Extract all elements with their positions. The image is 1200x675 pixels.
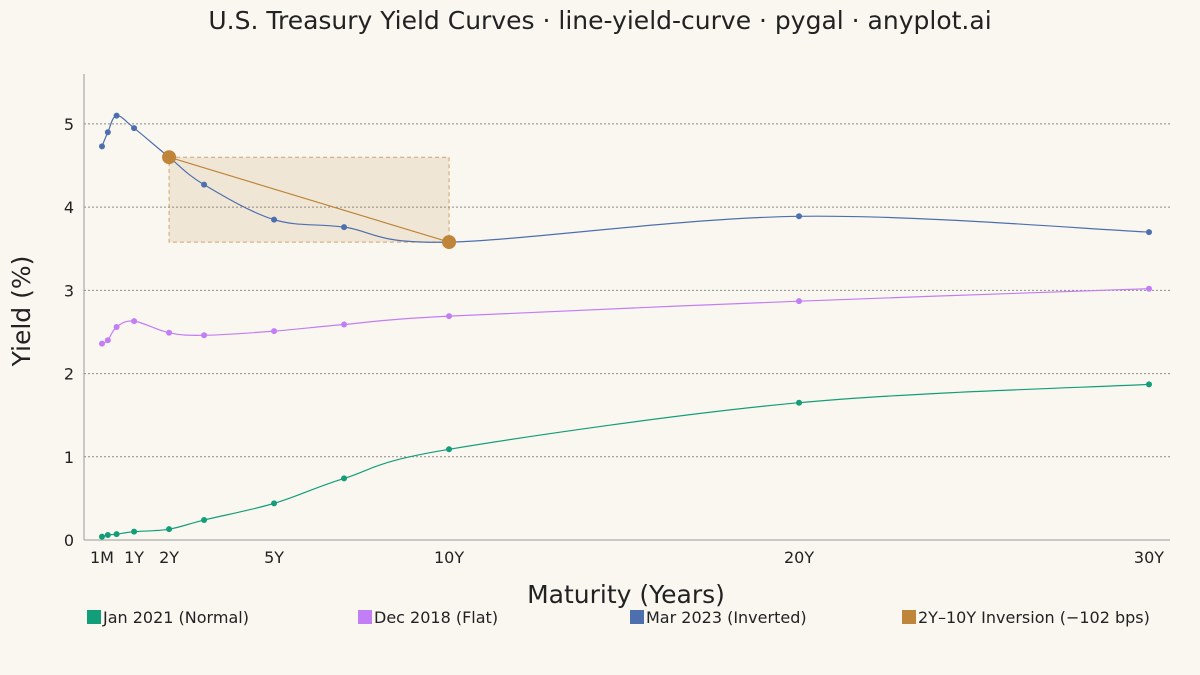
series-point [99,143,105,150]
series-point [131,125,138,132]
x-tick-label: 2Y [159,548,179,567]
series-point [131,318,138,325]
series-point [341,224,348,231]
series-point [99,533,105,540]
y-tick-label: 0 [64,531,74,550]
y-axis-title: Yield (%) [7,256,36,368]
grid-layer [84,123,1170,458]
legend-swatch [87,610,101,624]
series-point [104,129,111,136]
series-point [166,329,173,336]
legend-label: Jan 2021 (Normal) [102,608,249,627]
series-point [201,181,208,188]
x-tick-label: 1M [90,548,114,567]
series-point [166,526,173,533]
series-point [446,313,453,320]
axis-layer: 0 1 2 3 4 5 1M 1Y 2Y 5Y 10Y 20Y 30Y [64,74,1170,567]
legend-label: Dec 2018 (Flat) [374,608,498,627]
x-tick-label: 30Y [1134,548,1164,567]
series-point [1146,285,1152,292]
x-tick-label: 1Y [124,548,144,567]
series-point [113,531,120,538]
y-tick-label: 2 [64,365,74,384]
series-group [99,381,1152,540]
series-point [104,337,111,344]
x-tick-label: 20Y [784,548,814,567]
legend-swatch [358,610,372,624]
series-point [113,112,120,119]
inversion-line [168,156,450,243]
series-point [796,213,803,220]
y-tick-label: 1 [64,448,74,467]
legend-item: Mar 2023 (Inverted) [630,608,807,627]
inversion-point-10y [442,235,457,250]
x-axis-title: Maturity (Years) [527,580,725,609]
series-point [201,332,208,339]
chart-title: U.S. Treasury Yield Curves · line-yield-… [208,6,991,35]
series-point [271,216,278,223]
x-tick-label: 5Y [264,548,284,567]
series-point [104,532,111,539]
series-point [131,528,138,535]
series-point [446,446,453,453]
series-point [796,399,803,406]
y-tick-label: 5 [64,115,74,134]
series-point [113,323,120,330]
legend-label: Mar 2023 (Inverted) [646,608,807,627]
series-point [271,328,278,335]
y-tick-label: 4 [64,198,74,217]
legend-swatch [630,610,644,624]
series-point [271,500,278,507]
series-line [101,288,1150,345]
series-point [796,298,803,305]
legend-item: Jan 2021 (Normal) [87,608,249,627]
legend-swatch [902,610,916,624]
series-point [341,321,348,328]
series-point [99,340,105,347]
series-point [1146,229,1152,236]
legend-item: 2Y–10Y Inversion (−102 bps) [902,608,1150,627]
inversion-point-2y [162,150,177,165]
series-point [201,517,208,524]
legend: Jan 2021 (Normal) Dec 2018 (Flat) Mar 2023… [87,608,1150,627]
legend-label: 2Y–10Y Inversion (−102 bps) [918,608,1150,627]
series-group [99,285,1152,347]
legend-item: Dec 2018 (Flat) [358,608,498,627]
series-line [101,383,1150,538]
series-point [341,475,348,482]
x-tick-label: 10Y [434,548,464,567]
annotation-layer [162,150,457,250]
series-point [1146,381,1152,388]
series-layer [99,112,1152,540]
y-tick-label: 3 [64,281,74,300]
